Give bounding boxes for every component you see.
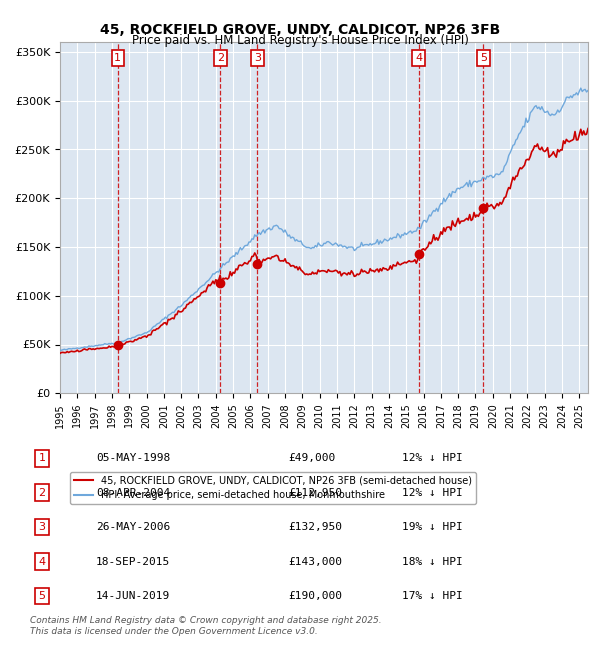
Text: 2: 2 — [38, 488, 46, 498]
Text: 26-MAY-2006: 26-MAY-2006 — [96, 522, 170, 532]
Text: 5: 5 — [480, 53, 487, 63]
Text: 12% ↓ HPI: 12% ↓ HPI — [402, 453, 463, 463]
Text: £190,000: £190,000 — [288, 591, 342, 601]
Text: 3: 3 — [254, 53, 261, 63]
Text: Contains HM Land Registry data © Crown copyright and database right 2025.
This d: Contains HM Land Registry data © Crown c… — [30, 616, 382, 636]
Text: 12% ↓ HPI: 12% ↓ HPI — [402, 488, 463, 498]
Text: £132,950: £132,950 — [288, 522, 342, 532]
Text: 19% ↓ HPI: 19% ↓ HPI — [402, 522, 463, 532]
Text: 18-SEP-2015: 18-SEP-2015 — [96, 556, 170, 567]
Text: 4: 4 — [415, 53, 422, 63]
Text: £49,000: £49,000 — [288, 453, 335, 463]
Text: 1: 1 — [38, 453, 46, 463]
Text: 45, ROCKFIELD GROVE, UNDY, CALDICOT, NP26 3FB: 45, ROCKFIELD GROVE, UNDY, CALDICOT, NP2… — [100, 23, 500, 37]
Text: 14-JUN-2019: 14-JUN-2019 — [96, 591, 170, 601]
Text: 3: 3 — [38, 522, 46, 532]
Text: £143,000: £143,000 — [288, 556, 342, 567]
Text: Price paid vs. HM Land Registry's House Price Index (HPI): Price paid vs. HM Land Registry's House … — [131, 34, 469, 47]
Legend: 45, ROCKFIELD GROVE, UNDY, CALDICOT, NP26 3FB (semi-detached house), HPI: Averag: 45, ROCKFIELD GROVE, UNDY, CALDICOT, NP2… — [70, 472, 476, 504]
Text: £112,950: £112,950 — [288, 488, 342, 498]
Text: 1: 1 — [115, 53, 121, 63]
Text: 05-MAY-1998: 05-MAY-1998 — [96, 453, 170, 463]
Text: 5: 5 — [38, 591, 46, 601]
Text: 18% ↓ HPI: 18% ↓ HPI — [402, 556, 463, 567]
Text: 2: 2 — [217, 53, 224, 63]
Text: 4: 4 — [38, 556, 46, 567]
Text: 08-APR-2004: 08-APR-2004 — [96, 488, 170, 498]
Text: 17% ↓ HPI: 17% ↓ HPI — [402, 591, 463, 601]
